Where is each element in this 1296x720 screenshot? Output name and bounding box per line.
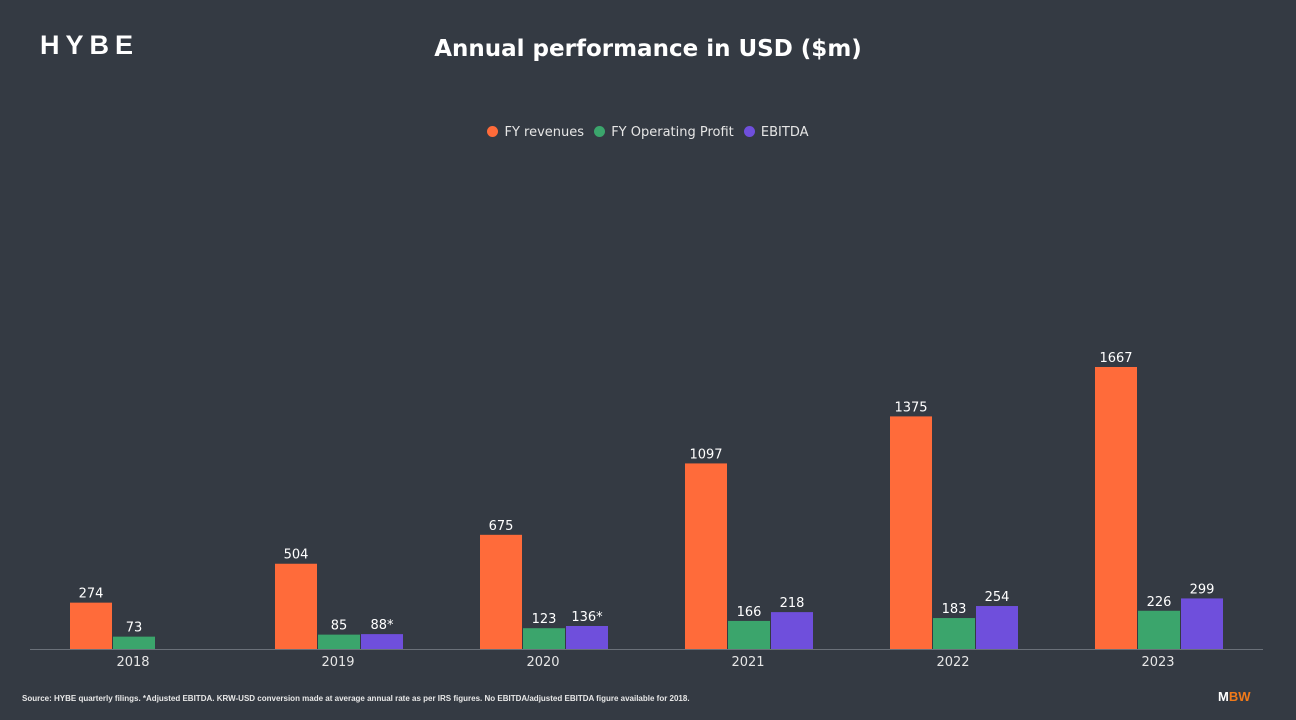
bar-fy-operating-profit-2018 xyxy=(113,636,155,649)
bar-ebitda-2023 xyxy=(1181,598,1223,649)
bar-fy-operating-profit-2022 xyxy=(933,618,975,649)
data-label: 1097 xyxy=(689,447,722,462)
data-label: 226 xyxy=(1147,595,1172,610)
bar-fy-revenues-2018 xyxy=(70,602,112,649)
bar-fy-revenues-2022 xyxy=(890,416,932,649)
mbw-m: M xyxy=(1218,689,1229,704)
legend-label: FY revenues xyxy=(504,125,585,140)
bar-fy-revenues-2021 xyxy=(685,463,727,649)
legend-label: EBITDA xyxy=(760,125,809,140)
data-label: 504 xyxy=(284,548,309,563)
x-tick-label: 2023 xyxy=(1141,655,1174,670)
data-label: 85 xyxy=(331,619,348,634)
data-label: 73 xyxy=(126,621,143,636)
data-label: 299 xyxy=(1190,582,1215,597)
bar-fy-operating-profit-2021 xyxy=(728,620,770,649)
x-tick-label: 2018 xyxy=(116,655,149,670)
legend-dot xyxy=(743,126,755,137)
legend: FY revenues FY Operating Profit EBITDA xyxy=(0,125,1296,140)
bar-fy-operating-profit-2020 xyxy=(523,628,565,649)
legend-item-operating-profit: FY Operating Profit xyxy=(594,125,734,140)
data-label: 123 xyxy=(532,612,557,627)
data-label: 254 xyxy=(985,590,1010,605)
mbw-logo: MBW xyxy=(1218,689,1251,704)
x-tick-label: 2022 xyxy=(936,655,969,670)
data-label: 218 xyxy=(780,596,805,611)
bar-fy-revenues-2023 xyxy=(1095,367,1137,649)
bar-ebitda-2019 xyxy=(361,634,403,649)
legend-dot xyxy=(594,126,606,137)
data-label: 136* xyxy=(571,610,603,625)
data-label: 274 xyxy=(79,587,104,602)
bar-fy-operating-profit-2019 xyxy=(318,634,360,649)
data-label: 1375 xyxy=(894,400,927,415)
x-tick-label: 2019 xyxy=(321,655,354,670)
x-tick-label: 2021 xyxy=(731,655,764,670)
bar-fy-revenues-2020 xyxy=(480,534,522,649)
bar-fy-operating-profit-2023 xyxy=(1138,610,1180,649)
bar-fy-revenues-2019 xyxy=(275,563,317,649)
source-note: Source: HYBE quarterly filings. *Adjuste… xyxy=(22,694,690,703)
bar-ebitda-2020 xyxy=(566,625,608,649)
bar-ebitda-2021 xyxy=(771,612,813,649)
data-label: 1667 xyxy=(1099,351,1132,366)
x-tick-label: 2020 xyxy=(526,655,559,670)
legend-item-ebitda: EBITDA xyxy=(743,125,809,140)
bar-ebitda-2022 xyxy=(976,606,1018,649)
hybe-logo: HYBE xyxy=(40,30,140,60)
data-label: 88* xyxy=(370,618,394,633)
data-label: 183 xyxy=(942,602,967,617)
legend-dot xyxy=(487,126,499,137)
chart-title: Annual performance in USD ($m) xyxy=(434,36,862,62)
legend-label: FY Operating Profit xyxy=(611,125,734,140)
mbw-bw: BW xyxy=(1228,689,1251,704)
legend-item-revenues: FY revenues xyxy=(487,125,584,140)
data-label: 675 xyxy=(489,519,514,534)
data-label: 166 xyxy=(737,605,762,620)
